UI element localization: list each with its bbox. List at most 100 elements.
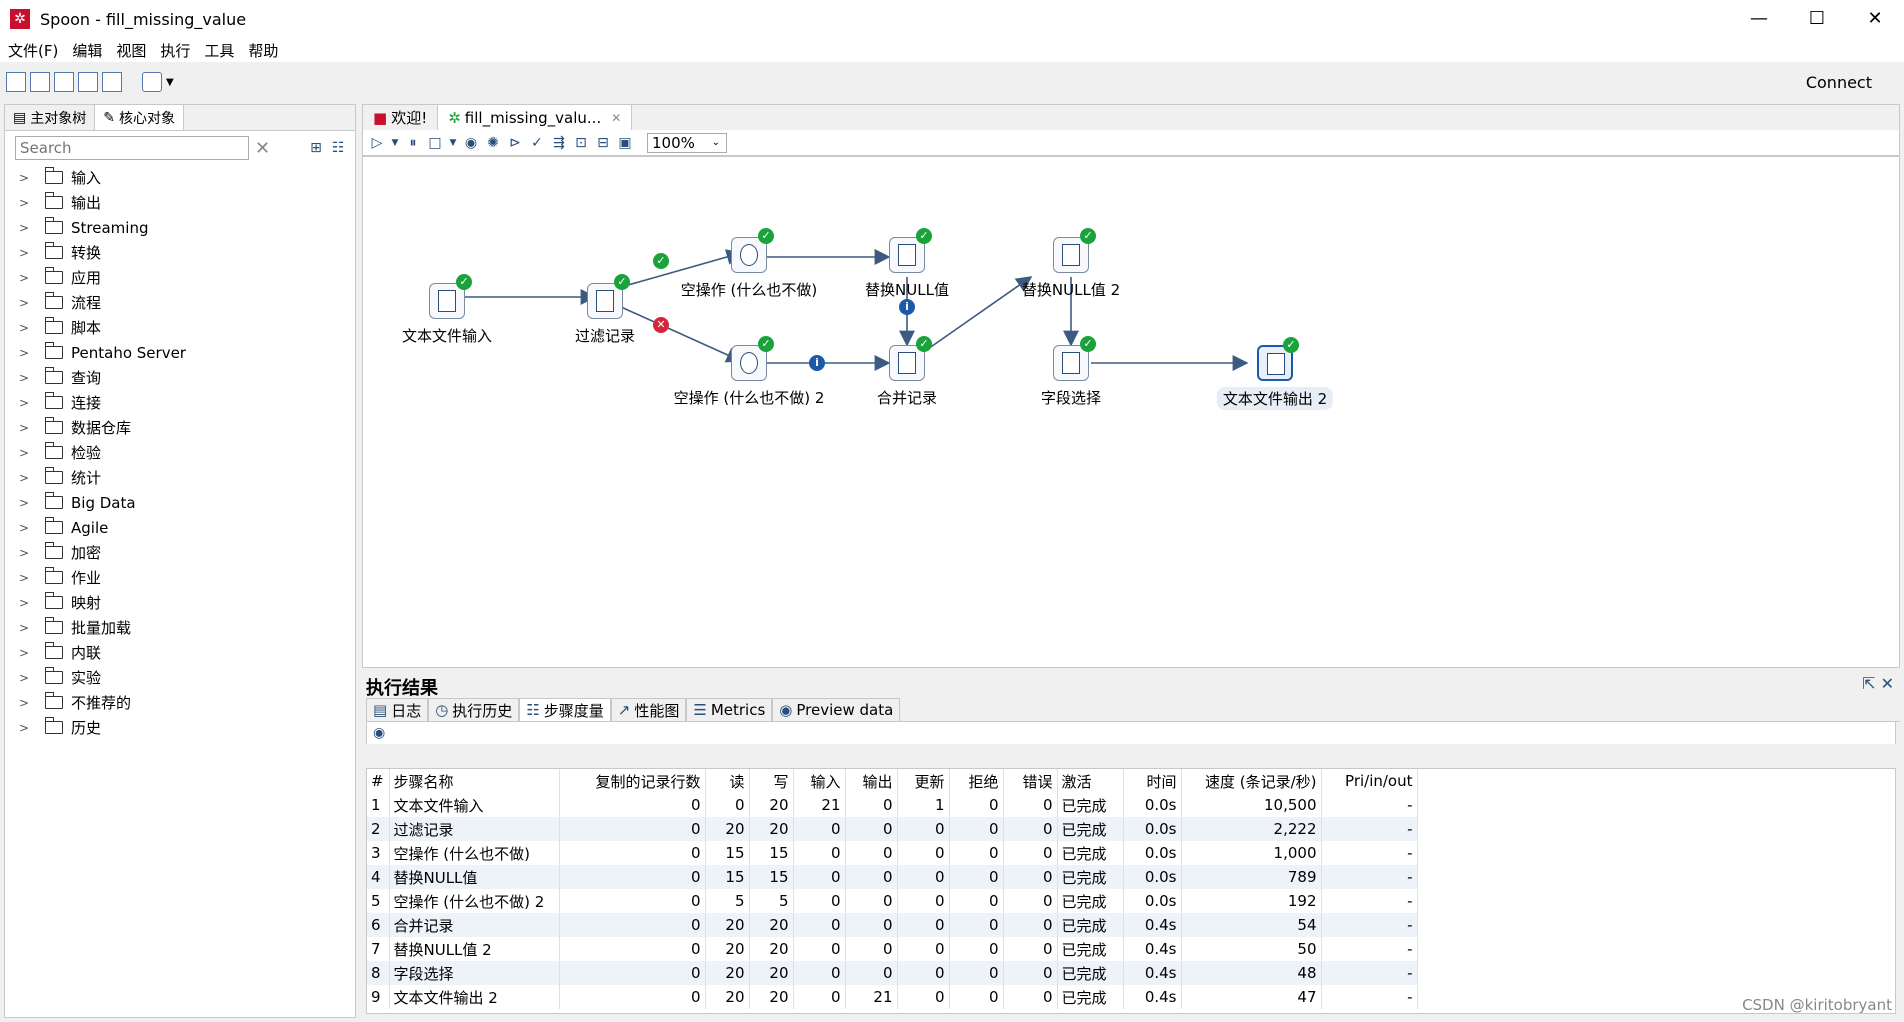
close-tab-icon[interactable]: ✕ bbox=[611, 110, 622, 125]
table-row[interactable]: 7 替换NULL值 2 0 20 20 0 0 0 0 0 已完成 0.4s 50- bbox=[367, 937, 1418, 961]
table-row[interactable]: 4 替换NULL值 0 15 15 0 0 0 0 0 已完成 0.0s 789- bbox=[367, 865, 1418, 889]
impact-icon[interactable]: ⇶ bbox=[553, 134, 565, 151]
menu-edit[interactable]: 编辑 bbox=[72, 41, 103, 60]
column-header[interactable]: 读 bbox=[705, 769, 750, 793]
chevron-right-icon[interactable]: > bbox=[19, 570, 30, 585]
column-header[interactable]: 步骤名称 bbox=[389, 769, 560, 793]
tree-item[interactable]: > 映射 bbox=[19, 590, 355, 615]
chevron-right-icon[interactable]: > bbox=[19, 695, 30, 710]
tree-item[interactable]: > 输入 bbox=[19, 165, 355, 190]
tree-item[interactable]: > 转换 bbox=[19, 240, 355, 265]
open-file-icon[interactable] bbox=[30, 72, 50, 92]
close-results-icon[interactable]: ✕ bbox=[1880, 674, 1894, 693]
save-icon[interactable] bbox=[78, 72, 98, 92]
chevron-right-icon[interactable]: > bbox=[19, 620, 30, 635]
results-tab[interactable]: ☰ Metrics bbox=[686, 698, 773, 721]
chevron-right-icon[interactable]: > bbox=[19, 220, 30, 235]
table-row[interactable]: 6 合并记录 0 20 20 0 0 0 0 0 已完成 0.4s 54- bbox=[367, 913, 1418, 937]
column-header[interactable]: 错误 bbox=[1003, 769, 1058, 793]
new-file-icon[interactable] bbox=[6, 72, 26, 92]
tree-item[interactable]: > Streaming bbox=[19, 215, 355, 240]
step-filter[interactable]: ✓ bbox=[587, 274, 630, 319]
hop-filter-noop1[interactable] bbox=[620, 249, 743, 288]
tree-item[interactable]: > 批量加载 bbox=[19, 615, 355, 640]
tab-transformation[interactable]: ✲ fill_missing_valu... ✕ bbox=[438, 105, 633, 130]
table-row[interactable]: 8 字段选择 0 20 20 0 0 0 0 0 已完成 0.4s 48- bbox=[367, 961, 1418, 985]
column-header[interactable]: 写 bbox=[749, 769, 794, 793]
pause-icon[interactable]: ⏸ bbox=[409, 134, 417, 151]
zoom-select[interactable]: 100% ⌄ bbox=[647, 132, 727, 153]
table-row[interactable]: 2 过滤记录 0 20 20 0 0 0 0 0 已完成 0.0s 2,222- bbox=[367, 817, 1418, 841]
maximize-button[interactable]: ☐ bbox=[1808, 8, 1826, 29]
hop-filter-noop2[interactable] bbox=[620, 306, 743, 363]
chevron-right-icon[interactable]: > bbox=[19, 370, 30, 385]
search-input[interactable] bbox=[15, 136, 249, 160]
tree-item[interactable]: > 历史 bbox=[19, 715, 355, 740]
explore-repository-icon[interactable] bbox=[54, 72, 74, 92]
tree-item[interactable]: > 不推荐的 bbox=[19, 690, 355, 715]
detach-icon[interactable]: ⇱ bbox=[1862, 674, 1876, 693]
table-row[interactable]: 5 空操作 (什么也不做) 2 0 5 5 0 0 0 0 0 已完成 0.0s 192- bbox=[367, 889, 1418, 913]
collapse-tree-icon[interactable]: ☷ bbox=[331, 140, 345, 156]
save-as-icon[interactable] bbox=[102, 72, 122, 92]
tab-main-tree[interactable]: ▤ 主对象树 bbox=[5, 105, 96, 130]
column-header[interactable]: 激活 bbox=[1057, 769, 1124, 793]
chevron-down-icon[interactable]: ▼ bbox=[449, 137, 457, 148]
chevron-right-icon[interactable]: > bbox=[19, 320, 30, 335]
menu-file[interactable]: 文件(F) bbox=[8, 41, 59, 60]
column-header[interactable]: 复制的记录行数 bbox=[559, 769, 706, 793]
table-row[interactable]: 9 文本文件输出 2 0 20 20 0 21 0 0 0 已完成 0.4s 47- bbox=[367, 985, 1418, 1009]
step-replace-null-2[interactable]: ✓ bbox=[1053, 228, 1096, 273]
step-merge[interactable]: ✓ bbox=[889, 336, 932, 381]
tree-item[interactable]: > 流程 bbox=[19, 290, 355, 315]
results-tab[interactable]: ☷ 步骤度量 bbox=[519, 698, 611, 721]
show-results-icon[interactable]: ▣ bbox=[618, 134, 632, 151]
step-text-output-2[interactable]: ✓ bbox=[1257, 337, 1299, 381]
column-header[interactable]: Pri/in/out bbox=[1321, 769, 1418, 793]
step-noop1[interactable]: ✓ bbox=[731, 228, 774, 273]
expand-tree-icon[interactable]: ⊞ bbox=[310, 140, 322, 156]
chevron-right-icon[interactable]: > bbox=[19, 445, 30, 460]
column-header[interactable]: 输入 bbox=[793, 769, 846, 793]
perspective-layers-icon[interactable] bbox=[142, 72, 162, 92]
verify-icon[interactable]: ✓ bbox=[531, 134, 543, 151]
chevron-right-icon[interactable]: > bbox=[19, 470, 30, 485]
table-row[interactable]: 1 文本文件输入 0 0 20 21 0 1 0 0 已完成 0.0s 10,500- bbox=[367, 793, 1418, 817]
show-hide-icon[interactable]: ◉ bbox=[366, 722, 1896, 744]
tree-item[interactable]: > 内联 bbox=[19, 640, 355, 665]
tree-item[interactable]: > 查询 bbox=[19, 365, 355, 390]
chevron-right-icon[interactable]: > bbox=[19, 645, 30, 660]
chevron-right-icon[interactable]: > bbox=[19, 595, 30, 610]
menu-run[interactable]: 执行 bbox=[160, 41, 191, 60]
step-noop2[interactable]: ✓ bbox=[731, 336, 774, 381]
menu-help[interactable]: 帮助 bbox=[248, 41, 279, 60]
tab-core-objects[interactable]: ✎ 核心对象 bbox=[95, 105, 184, 130]
chevron-right-icon[interactable]: > bbox=[19, 545, 30, 560]
transformation-canvas[interactable]: ✓ 文本文件输入 ✓ 过滤记录 ✓ ✕ ✓ 空操作 (什么也不做) ✓ 空操作 … bbox=[362, 156, 1900, 668]
step-replace-null[interactable]: ✓ bbox=[889, 228, 932, 273]
tree-item[interactable]: > 加密 bbox=[19, 540, 355, 565]
chevron-down-icon[interactable]: ▼ bbox=[391, 137, 399, 148]
menu-view[interactable]: 视图 bbox=[116, 41, 147, 60]
chevron-right-icon[interactable]: > bbox=[19, 270, 30, 285]
chevron-right-icon[interactable]: > bbox=[19, 670, 30, 685]
results-tab[interactable]: ◉ Preview data bbox=[772, 698, 901, 721]
chevron-right-icon[interactable]: > bbox=[19, 520, 30, 535]
column-header[interactable]: 更新 bbox=[897, 769, 950, 793]
close-button[interactable]: ✕ bbox=[1867, 8, 1883, 29]
tree-item[interactable]: > 实验 bbox=[19, 665, 355, 690]
sql-icon[interactable]: ⊡ bbox=[575, 134, 587, 151]
tree-item[interactable]: > 脚本 bbox=[19, 315, 355, 340]
run-icon[interactable]: ▷ bbox=[371, 134, 383, 151]
replay-icon[interactable]: ⊳ bbox=[509, 134, 521, 151]
table-row[interactable]: 3 空操作 (什么也不做) 0 15 15 0 0 0 0 0 已完成 0.0s 1,000- bbox=[367, 841, 1418, 865]
tree-item[interactable]: > Big Data bbox=[19, 490, 355, 515]
chevron-right-icon[interactable]: > bbox=[19, 245, 30, 260]
minimize-button[interactable]: — bbox=[1750, 8, 1768, 29]
chevron-right-icon[interactable]: > bbox=[19, 720, 30, 735]
debug-icon[interactable]: ✺ bbox=[487, 134, 499, 151]
tree-item[interactable]: > 数据仓库 bbox=[19, 415, 355, 440]
tree-item[interactable]: > 检验 bbox=[19, 440, 355, 465]
explore-db-icon[interactable]: ⊟ bbox=[597, 134, 609, 151]
hop-merge-replace2[interactable] bbox=[924, 276, 1033, 352]
